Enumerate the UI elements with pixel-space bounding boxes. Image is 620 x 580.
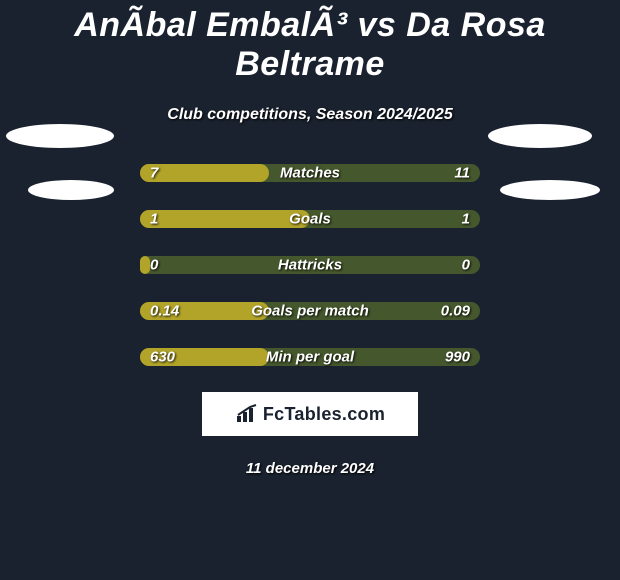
comparison-widget: AnÃ­bal EmbalÃ³ vs Da Rosa Beltrame Club… <box>0 0 620 477</box>
brand-text: FcTables.com <box>263 404 385 425</box>
bar-fill <box>140 348 269 366</box>
player-photo-placeholder <box>6 124 114 148</box>
stat-row-goals-per-match: 0.14 Goals per match 0.09 <box>140 302 480 320</box>
stat-row-hattricks: 0 Hattricks 0 <box>140 256 480 274</box>
bar-fill <box>140 256 150 274</box>
date-label: 11 december 2024 <box>0 460 620 477</box>
stat-row-min-per-goal: 630 Min per goal 990 <box>140 348 480 366</box>
bar-fill <box>140 210 310 228</box>
bar-fill <box>140 164 269 182</box>
bar-bg <box>140 256 480 274</box>
subtitle: Club competitions, Season 2024/2025 <box>0 106 620 124</box>
stat-row-goals: 1 Goals 1 <box>140 210 480 228</box>
player-photo-placeholder <box>500 180 600 200</box>
page-title: AnÃ­bal EmbalÃ³ vs Da Rosa Beltrame <box>0 6 620 84</box>
bar-chart-icon <box>235 404 259 424</box>
bar-fill <box>140 302 269 320</box>
brand-logo[interactable]: FcTables.com <box>202 392 418 436</box>
player-photo-placeholder <box>488 124 592 148</box>
player-photo-placeholder <box>28 180 114 200</box>
stat-row-matches: 7 Matches 11 <box>140 164 480 182</box>
